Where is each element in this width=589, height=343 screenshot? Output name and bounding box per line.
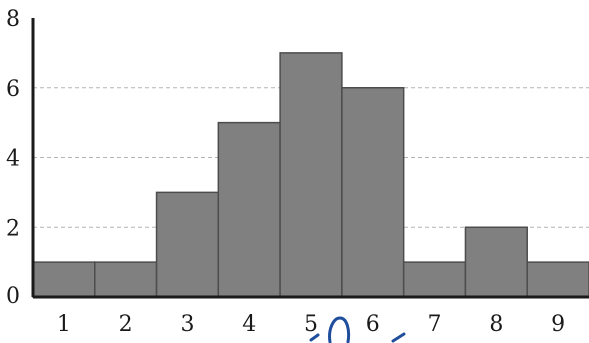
y-tick-label: 2 xyxy=(6,216,20,241)
bar xyxy=(464,226,528,298)
axes xyxy=(31,18,589,299)
x-tick-label: 9 xyxy=(551,312,565,337)
x-tick-labels: 1 2 3 4 5 6 7 8 9 xyxy=(57,312,565,337)
bar xyxy=(526,261,589,298)
bar xyxy=(402,261,467,298)
x-tick-label: 6 xyxy=(366,312,380,337)
bar xyxy=(32,261,96,298)
y-tick-label: 8 xyxy=(6,7,20,32)
x-tick-label: 4 xyxy=(242,312,256,337)
handwritten-arch-mark xyxy=(328,316,351,343)
bar xyxy=(94,261,158,298)
handwritten-tick-right xyxy=(391,332,406,343)
y-tick-label: 0 xyxy=(6,284,20,309)
x-tick-label: 7 xyxy=(428,312,442,337)
y-tick-label: 4 xyxy=(6,147,20,172)
bar xyxy=(279,52,343,298)
x-tick-label: 2 xyxy=(119,312,133,337)
handwritten-marks xyxy=(309,316,406,343)
y-tick-labels: 0 2 4 6 8 xyxy=(6,7,20,309)
x-tick-label: 1 xyxy=(57,312,71,337)
bars xyxy=(32,52,589,298)
bar xyxy=(341,87,405,298)
x-tick-label: 3 xyxy=(180,312,194,337)
x-tick-label: 5 xyxy=(304,312,318,337)
y-tick-label: 6 xyxy=(6,77,20,102)
x-tick-label: 8 xyxy=(489,312,503,337)
handwritten-tick-left xyxy=(309,333,320,342)
bar xyxy=(155,191,220,298)
bar xyxy=(217,121,281,298)
